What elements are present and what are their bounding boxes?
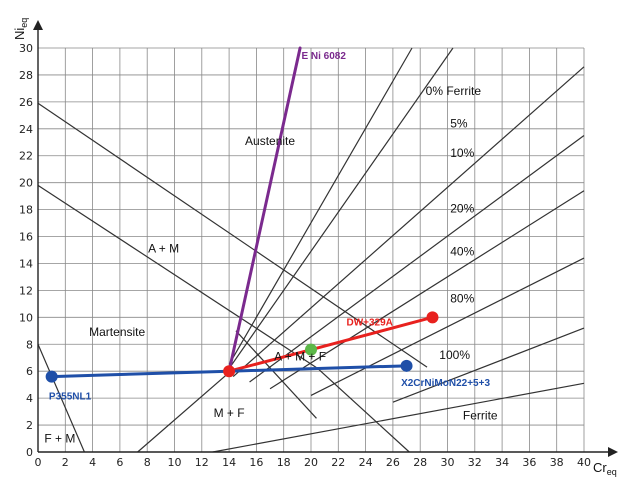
y-axis-arrow bbox=[33, 20, 43, 30]
ferrite-line bbox=[310, 257, 585, 396]
data-point bbox=[400, 359, 413, 372]
x-tick-label: 8 bbox=[144, 456, 151, 469]
x-tick-label: 36 bbox=[522, 456, 536, 469]
x-tick-label: 34 bbox=[495, 456, 509, 469]
x-tick-label: 2 bbox=[62, 456, 69, 469]
boundary-line bbox=[137, 372, 230, 453]
y-tick-label: 16 bbox=[19, 231, 33, 244]
data-point bbox=[305, 343, 317, 356]
ferrite-label: 0% Ferrite bbox=[426, 84, 482, 98]
ferrite-line bbox=[228, 47, 413, 365]
x-tick-label: 14 bbox=[222, 456, 236, 469]
grid bbox=[37, 47, 585, 453]
region-label: Ferrite bbox=[463, 409, 498, 423]
x-tick-label: 16 bbox=[249, 456, 263, 469]
data-point bbox=[45, 370, 58, 383]
ferrite-label: 40% bbox=[450, 244, 474, 258]
y-tick-label: 0 bbox=[26, 446, 33, 459]
y-tick-label: 22 bbox=[19, 150, 33, 163]
x-axis-title: Creq bbox=[593, 460, 617, 477]
x-tick-label: 30 bbox=[441, 456, 455, 469]
y-tick-label: 20 bbox=[19, 177, 33, 190]
x-tick-label: 32 bbox=[468, 456, 482, 469]
region-label: F + M bbox=[44, 432, 75, 446]
x-axis-arrow bbox=[608, 447, 618, 457]
ferrite-lines bbox=[212, 47, 585, 453]
y-axis-title-sub: eq bbox=[19, 18, 29, 28]
boundary-line bbox=[37, 344, 85, 453]
ferrite-label: 20% bbox=[450, 201, 474, 215]
series-label: DW+329A bbox=[346, 317, 392, 328]
x-tick-label: 40 bbox=[577, 456, 591, 469]
ferrite-label: 5% bbox=[450, 116, 468, 130]
ferrite-line bbox=[232, 66, 585, 378]
y-tick-label: 12 bbox=[19, 284, 33, 297]
labels: E Ni 6082 DW+329A P355NL1 X2CrNiMoN22+5+3 Au… bbox=[44, 51, 498, 446]
region-label: M + F bbox=[214, 406, 245, 420]
y-tick-label: 18 bbox=[19, 204, 33, 217]
series-line bbox=[227, 46, 302, 373]
y-tick-label: 4 bbox=[26, 392, 33, 405]
x-tick-label: 26 bbox=[386, 456, 400, 469]
ferrite-line bbox=[249, 135, 585, 383]
region-label: A + M + F bbox=[274, 349, 326, 363]
ferrite-line bbox=[212, 382, 585, 453]
y-tick-label: 2 bbox=[26, 419, 33, 432]
x-tick-label: 20 bbox=[304, 456, 318, 469]
y-axis-title: Nieq bbox=[12, 18, 29, 40]
y-tick-label: 28 bbox=[19, 69, 33, 82]
ferrite-label: 100% bbox=[439, 348, 470, 362]
region-label: Martensite bbox=[89, 325, 145, 339]
x-tick-label: 6 bbox=[116, 456, 123, 469]
boundary-line bbox=[37, 102, 428, 368]
boundary-line bbox=[235, 330, 317, 419]
y-tick-label: 10 bbox=[19, 311, 33, 324]
boundary-lines bbox=[37, 102, 428, 453]
ferrite-label: 80% bbox=[450, 292, 474, 306]
x-tick-label: 0 bbox=[35, 456, 42, 469]
data-point bbox=[223, 365, 236, 378]
x-tick-label: 10 bbox=[168, 456, 182, 469]
x-axis-title-sub: eq bbox=[607, 467, 617, 477]
y-tick-label: 30 bbox=[19, 42, 33, 55]
series-label: E Ni 6082 bbox=[301, 51, 346, 62]
region-label: Austenite bbox=[245, 134, 295, 148]
data-point bbox=[426, 311, 439, 324]
ferrite-line bbox=[269, 190, 585, 390]
series-label: P355NL1 bbox=[49, 391, 92, 402]
axes: 0 2 4 6 8 10 12 14 16 18 20 22 24 26 28 30 32 34 36 38 40024… bbox=[12, 18, 618, 477]
boundary-line bbox=[37, 184, 319, 370]
ferrite-line bbox=[392, 327, 585, 403]
y-tick-label: 8 bbox=[26, 338, 33, 351]
y-tick-label: 6 bbox=[26, 365, 33, 378]
ferrite-label: 10% bbox=[450, 146, 474, 160]
x-tick-label: 28 bbox=[413, 456, 427, 469]
ferrite-line bbox=[228, 47, 454, 369]
boundary-line bbox=[317, 368, 410, 453]
x-tick-label: 12 bbox=[195, 456, 209, 469]
x-tick-label: 38 bbox=[550, 456, 564, 469]
series-label: X2CrNiMoN22+5+3 bbox=[401, 378, 490, 389]
x-tick-label: 24 bbox=[359, 456, 373, 469]
y-tick-label: 24 bbox=[19, 123, 33, 136]
x-tick-label: 22 bbox=[331, 456, 345, 469]
region-label: A + M bbox=[148, 242, 179, 256]
y-tick-label: 26 bbox=[19, 96, 33, 109]
x-tick-label: 18 bbox=[277, 456, 291, 469]
x-tick-label: 4 bbox=[89, 456, 96, 469]
markers bbox=[45, 311, 439, 383]
y-tick-label: 14 bbox=[19, 257, 33, 270]
